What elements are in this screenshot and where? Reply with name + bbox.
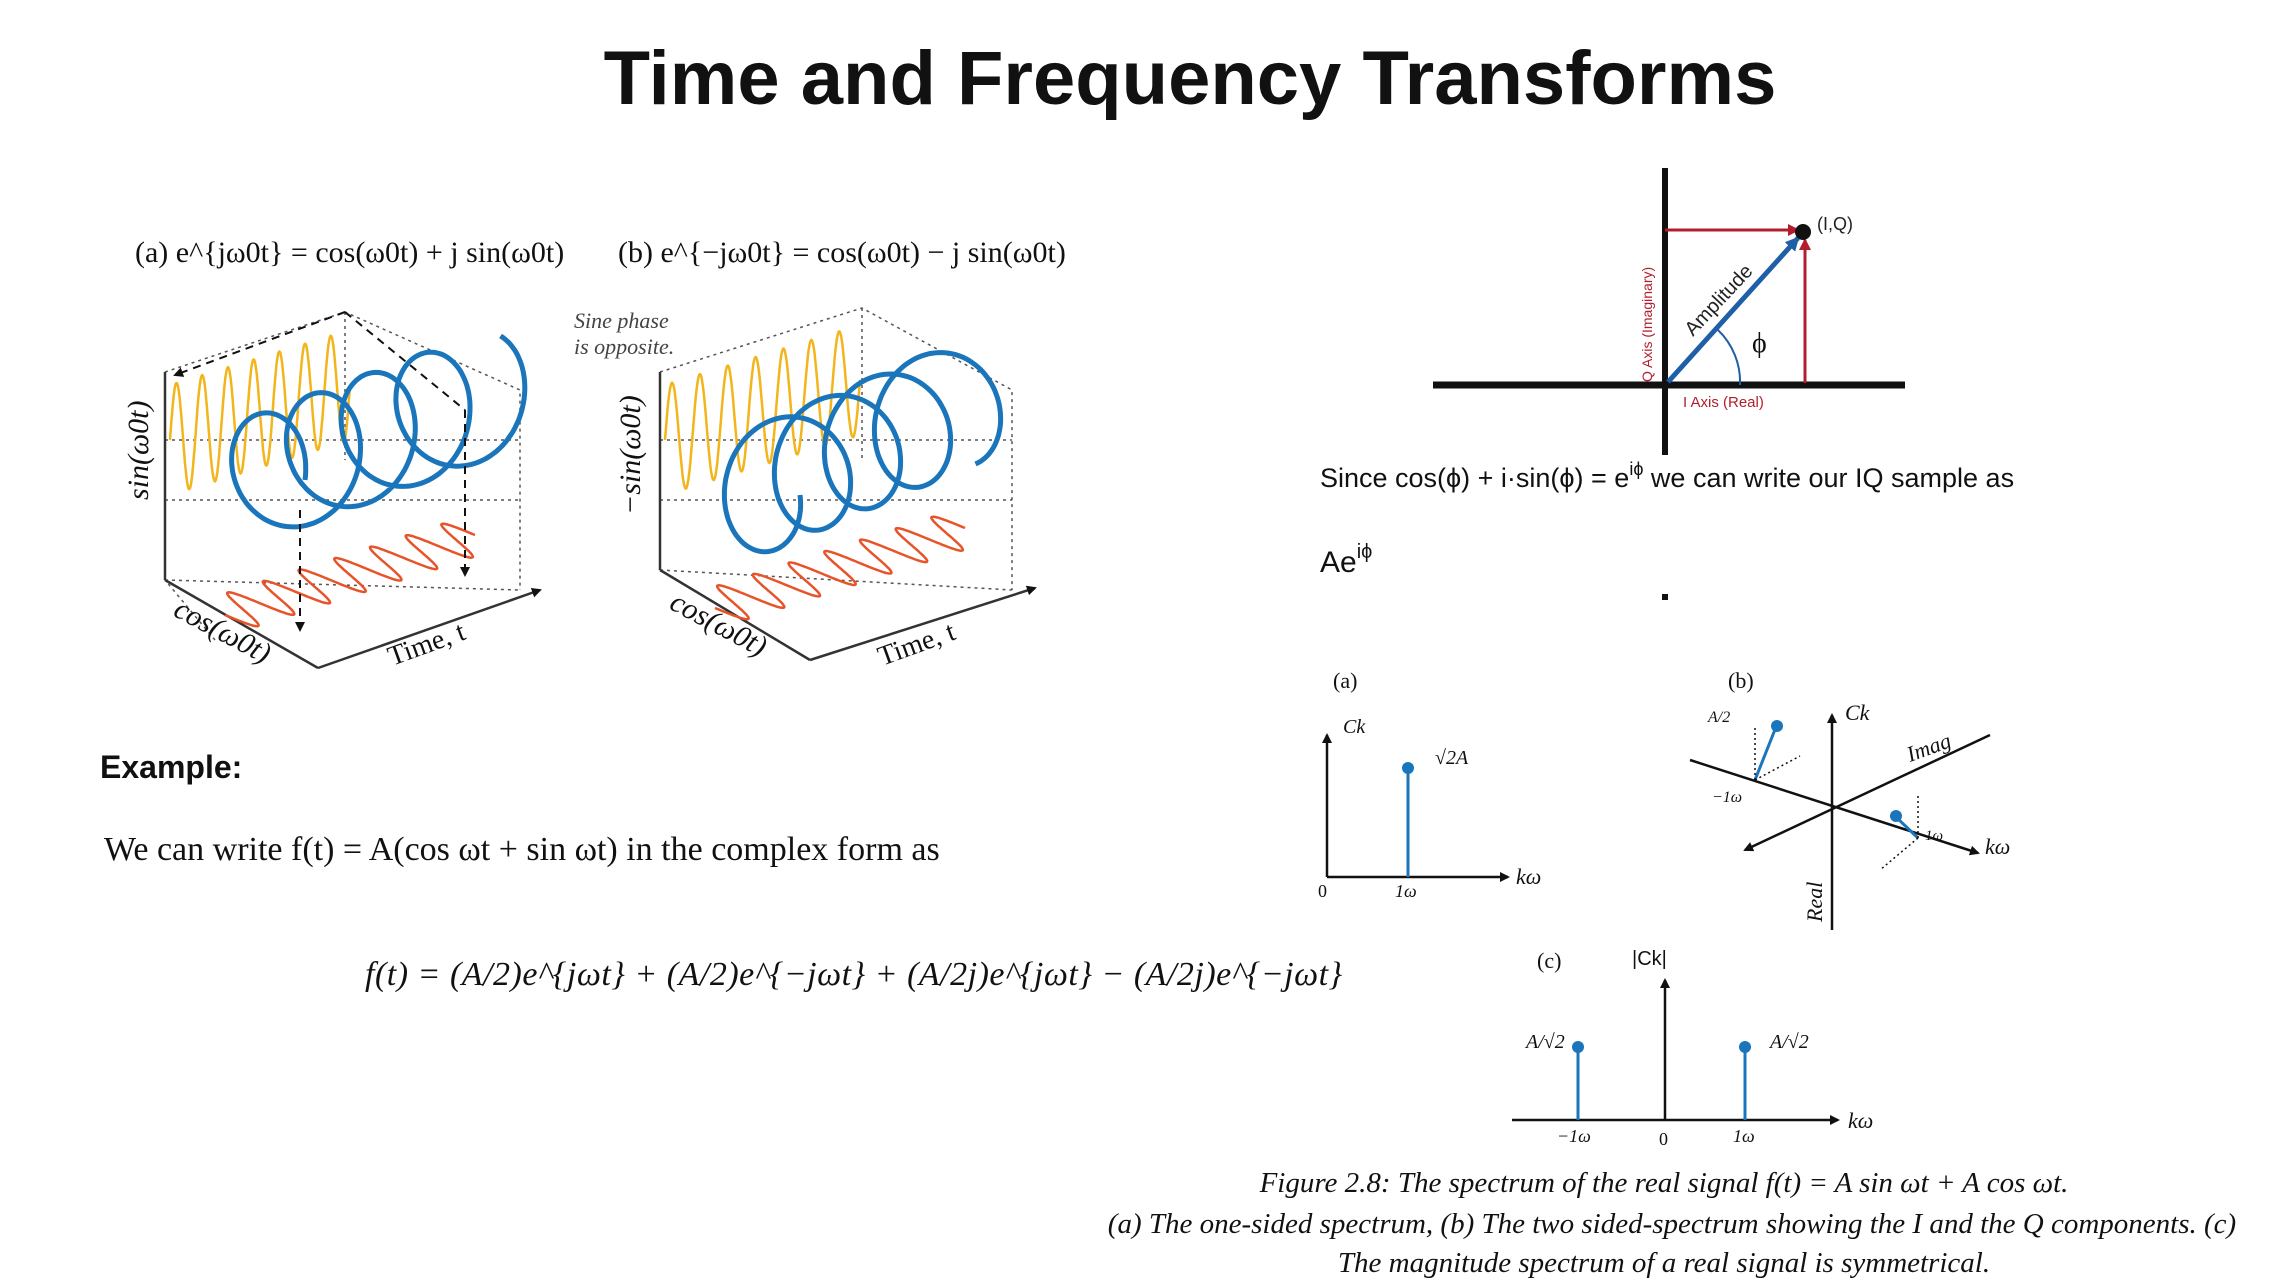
spectrum-b-tag: (b)	[1728, 668, 1754, 693]
spectrum-c: (c) |Ck| A/√2 A/√2 −1ω 0 1ω kω	[1512, 948, 1873, 1149]
helix-b-note-2: is opposite.	[574, 334, 674, 359]
iq-i-axis-label: I Axis (Real)	[1683, 394, 1764, 411]
spectrum-a-xlabel: kω	[1516, 864, 1541, 889]
spectrum-c-tag: (c)	[1537, 948, 1561, 973]
spectrum-a: (a) Ck √2A 0 1ω kω	[1318, 668, 1541, 901]
helix-a-cosine-projection	[224, 522, 476, 628]
iq-text-sup: iϕ	[1629, 459, 1643, 479]
example-line: We can write f(t) = A(cos ωt + sin ωt) i…	[104, 831, 940, 868]
helix-panel-b: (b) e^{−jω0t} = cos(ω0t) − j sin(ω0t) Si…	[574, 236, 1066, 673]
iq-point	[1795, 224, 1811, 240]
spectrum-a-tag: (a)	[1333, 668, 1357, 693]
spectrum-c-frac-right: A/√2	[1768, 1031, 1809, 1053]
spectrum-b-frac: A/2	[1707, 709, 1730, 726]
stray-dot	[1662, 594, 1668, 600]
spectrum-b-xlabel: kω	[1985, 834, 2010, 859]
example-formula-text: f(t) = (A/2)e^{jωt} + (A/2)e^{−jωt} + (A…	[365, 956, 1343, 993]
helix-b-spiral	[721, 349, 1004, 555]
helix-a-equation: (a) e^{jω0t} = cos(ω0t) + j sin(ω0t)	[135, 236, 564, 269]
iq-sample-base: Ae	[1320, 546, 1357, 579]
figure-caption-3: The magnitude spectrum of a real signal …	[1338, 1247, 1990, 1279]
spectrum-c-pos: 1ω	[1733, 1126, 1755, 1146]
slide-title: Time and Frequency Transforms	[604, 36, 1777, 121]
spectrum-a-ylabel: Ck	[1343, 716, 1366, 738]
spectrum-b-real: Real	[1802, 882, 1827, 923]
spectrum-c-neg: −1ω	[1557, 1126, 1591, 1146]
iq-q-axis-label: Q Axis (Imaginary)	[1639, 267, 1655, 382]
helix-b-note-1: Sine phase	[574, 308, 669, 333]
helix-a-tlabel: Time, t	[384, 616, 470, 673]
spectrum-c-zero: 0	[1659, 1129, 1668, 1149]
iq-text-post: we can write our IQ sample as	[1643, 463, 2014, 493]
spectrum-a-zero: 0	[1318, 881, 1327, 901]
helix-panel-a: (a) e^{jω0t} = cos(ω0t) + j sin(ω0t) s	[122, 236, 564, 673]
iq-sample: Aeiϕ	[1320, 541, 1372, 579]
iq-point-label: (I,Q)	[1817, 214, 1853, 234]
helix-b-tlabel: Time, t	[874, 616, 960, 673]
spectrum-b-ck: Ck	[1845, 700, 1871, 725]
helix-b-ylabel: −sin(ω0t)	[614, 395, 647, 515]
spectrum-c-ylabel: |Ck|	[1632, 948, 1667, 970]
iq-text-line: Since cos(ϕ) + i·sin(ϕ) = eiϕ we can wri…	[1320, 459, 2014, 493]
helix-a-spiral	[229, 333, 528, 530]
example-heading: Example:	[100, 749, 242, 785]
iq-phi-label: ϕ	[1752, 328, 1767, 359]
helix-b-xlabel: cos(ω0t)	[665, 585, 773, 663]
figure-caption-1: Figure 2.8: The spectrum of the real sig…	[1259, 1167, 2069, 1199]
helix-b-equation: (b) e^{−jω0t} = cos(ω0t) − j sin(ω0t)	[618, 236, 1066, 269]
spectrum-a-value: √2A	[1435, 747, 1469, 769]
spectrum-b-pos: 1ω	[1925, 828, 1943, 844]
iq-text-pre: Since cos(ϕ) + i·sin(ϕ) = e	[1320, 463, 1629, 493]
iq-diagram: ϕ (I,Q) Amplitude Q Axis (Imaginary) I A…	[1433, 168, 1905, 455]
spectrum-b-neg: −1ω	[1712, 789, 1742, 806]
example-formula: f(t) = (A/2)e^{jωt} + (A/2)e^{−jωt} + (A…	[365, 956, 1343, 993]
spectrum-c-frac-left: A/√2	[1524, 1031, 1565, 1053]
helix-a-ylabel: sin(ω0t)	[122, 400, 155, 500]
spectrum-a-tick: 1ω	[1395, 881, 1417, 901]
helix-b-sine-projection	[663, 330, 862, 490]
spectrum-b: (b) Ck Imag Real −1ω 1ω kω A/2	[1689, 668, 2010, 930]
spectrum-b-imag: Imag	[1902, 728, 1954, 767]
spectrum-c-xlabel: kω	[1848, 1108, 1873, 1133]
helix-b-cosine-projection	[714, 515, 966, 621]
figure-caption-2: (a) The one-sided spectrum, (b) The two …	[1108, 1208, 2236, 1240]
iq-sample-sup: iϕ	[1357, 541, 1373, 563]
